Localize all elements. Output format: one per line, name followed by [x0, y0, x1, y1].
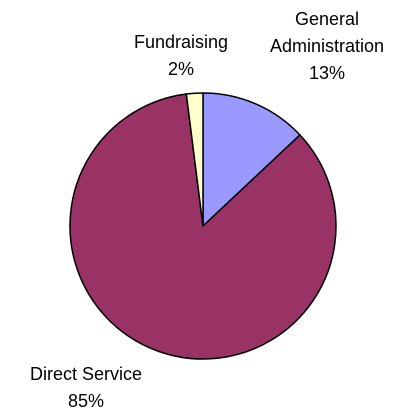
- slice-label-direct-service: Direct Service: [30, 364, 142, 384]
- slice-percent-direct-service: 85%: [68, 391, 104, 411]
- pie-slice-fundraising: [185, 92, 204, 227]
- slice-label-fundraising: Fundraising: [134, 32, 228, 52]
- pie-slice-general-administration: [202, 92, 301, 227]
- pie-slices: [69, 92, 337, 360]
- slice-label-general-administration-line2: Administration: [270, 36, 384, 56]
- slice-label-general-administration-line1: General: [295, 9, 359, 29]
- slice-percent-fundraising: 2%: [168, 59, 194, 79]
- slice-percent-general-administration: 13%: [309, 63, 345, 83]
